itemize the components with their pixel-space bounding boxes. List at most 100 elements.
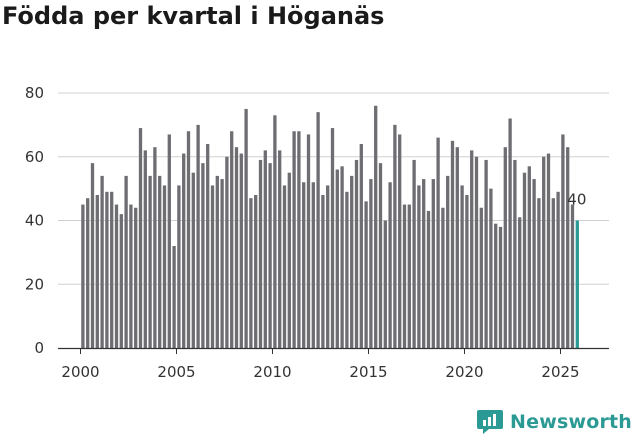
- bar: [378, 163, 383, 349]
- bar: [148, 175, 152, 349]
- bar: [470, 150, 474, 349]
- bar: [465, 195, 469, 348]
- y-tick-label: 60: [25, 148, 44, 166]
- bar: [340, 166, 344, 348]
- bar: [90, 163, 95, 349]
- bar: [537, 198, 541, 348]
- bar: [522, 172, 527, 348]
- annotations: 40: [567, 191, 586, 209]
- bar: [124, 175, 128, 349]
- x-tick-label: 2005: [157, 363, 195, 381]
- bar: [249, 198, 253, 348]
- x-tick-label: 2015: [349, 363, 387, 381]
- bar: [527, 166, 531, 348]
- bar: [460, 185, 464, 348]
- bar: [287, 172, 291, 348]
- bar: [177, 185, 181, 348]
- bar: [518, 217, 522, 348]
- bar: [105, 191, 109, 348]
- bar: [498, 226, 503, 349]
- bar: [306, 134, 311, 348]
- bar: [484, 159, 488, 348]
- bar: [153, 147, 157, 348]
- bar: [546, 153, 551, 348]
- y-tick-label: 20: [25, 275, 44, 293]
- bar: [282, 185, 287, 348]
- bar: [503, 147, 507, 348]
- bar: [268, 163, 272, 349]
- bar: [542, 156, 546, 348]
- bar: [354, 159, 359, 348]
- bar: [383, 220, 387, 348]
- bar: [321, 195, 325, 348]
- chart-title: Födda per kvartal i Höganäs: [2, 2, 385, 30]
- bar: [258, 159, 263, 348]
- bar: [239, 153, 243, 348]
- bar: [494, 223, 498, 348]
- bar: [273, 115, 277, 348]
- bar: [407, 204, 411, 348]
- bar: [172, 246, 176, 348]
- x-tick-label: 2020: [445, 363, 483, 381]
- y-tick-label: 80: [25, 84, 44, 102]
- newsworthy-logo: Newsworthy: [476, 408, 631, 436]
- bar: [441, 207, 445, 348]
- bar: [364, 201, 368, 349]
- bar: [556, 191, 560, 348]
- bar: [220, 179, 224, 348]
- bar: [244, 108, 248, 348]
- bar: [450, 140, 455, 348]
- bar: [186, 131, 191, 348]
- bar: [350, 175, 354, 349]
- bar: [263, 150, 267, 349]
- bar: [330, 128, 335, 348]
- bar: [388, 182, 392, 348]
- bar: [143, 150, 147, 349]
- bar-latest: [575, 220, 579, 348]
- bar: [446, 175, 450, 349]
- bar: [167, 134, 171, 348]
- bar: [86, 198, 90, 348]
- x-axis: 2000 2005 2010 2015 2020 2025: [58, 347, 609, 381]
- bar: [455, 147, 459, 348]
- x-tick-label: 2000: [61, 363, 99, 381]
- y-axis-labels: 0 20 40 60 80: [25, 84, 44, 357]
- bar: [81, 204, 85, 348]
- bar: [297, 131, 301, 348]
- bar: [359, 144, 363, 348]
- bar: [225, 156, 229, 348]
- bar: [335, 169, 339, 348]
- bar: [114, 204, 119, 348]
- bar: [570, 204, 575, 348]
- bar: [292, 131, 296, 348]
- bar: [474, 156, 479, 348]
- bar: [326, 185, 330, 348]
- bar: [345, 191, 349, 348]
- bar: [532, 179, 536, 348]
- x-tick-label: 2010: [253, 363, 291, 381]
- bar: [398, 134, 402, 348]
- bar: [489, 188, 493, 349]
- bar: [422, 179, 426, 348]
- bar: [95, 195, 99, 348]
- bar: [230, 131, 234, 348]
- bar: [134, 207, 138, 348]
- bar: [513, 159, 517, 348]
- bar: [479, 207, 483, 348]
- bar: [426, 210, 431, 348]
- bar: [508, 118, 512, 348]
- bar: [417, 185, 421, 348]
- bar: [182, 153, 186, 348]
- latest-value-label: 40: [567, 191, 586, 209]
- bar: [393, 124, 397, 349]
- bar: [210, 185, 215, 348]
- bar: [436, 137, 440, 349]
- y-tick-label: 40: [25, 212, 44, 230]
- bar: [215, 175, 219, 349]
- bar: [138, 128, 143, 348]
- bar: [302, 182, 306, 348]
- bar: [566, 147, 570, 348]
- y-tick-label: 0: [34, 339, 44, 357]
- bar: [158, 175, 162, 349]
- bar: [561, 134, 565, 348]
